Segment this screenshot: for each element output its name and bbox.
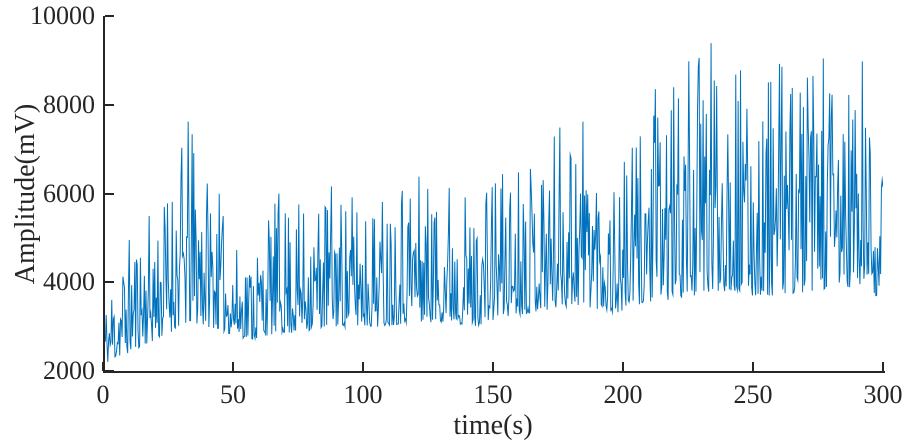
x-tick-mark	[232, 362, 234, 371]
y-tick-mark	[105, 281, 114, 284]
y-tick-label: 8000	[43, 89, 95, 119]
y-tick-label: 6000	[43, 178, 95, 208]
y-tick-mark	[105, 15, 114, 17]
x-tick-label: 150	[473, 380, 513, 409]
x-tick-mark	[492, 362, 494, 371]
y-tick-label: 4000	[43, 267, 95, 297]
x-axis-label: time(s)	[453, 410, 533, 441]
x-tick-label: 250	[733, 380, 773, 409]
y-tick-mark	[105, 103, 114, 106]
x-tick-label: 50	[220, 380, 246, 409]
y-axis-line	[103, 16, 105, 373]
x-tick-label: 100	[343, 380, 383, 409]
x-tick-mark	[102, 362, 104, 371]
signal-line	[103, 16, 883, 371]
x-tick-mark	[752, 362, 754, 371]
x-tick-mark	[622, 362, 624, 371]
y-tick-mark	[105, 192, 114, 195]
y-tick-label: 2000	[43, 356, 95, 385]
x-tick-mark	[882, 362, 884, 371]
x-tick-mark	[362, 362, 364, 371]
x-tick-label: 0	[96, 380, 110, 409]
x-axis-line	[103, 371, 885, 373]
y-tick-label: 10000	[30, 1, 95, 30]
x-tick-label: 300	[863, 380, 903, 409]
y-tick-mark	[105, 370, 114, 372]
x-tick-label: 200	[603, 380, 643, 409]
